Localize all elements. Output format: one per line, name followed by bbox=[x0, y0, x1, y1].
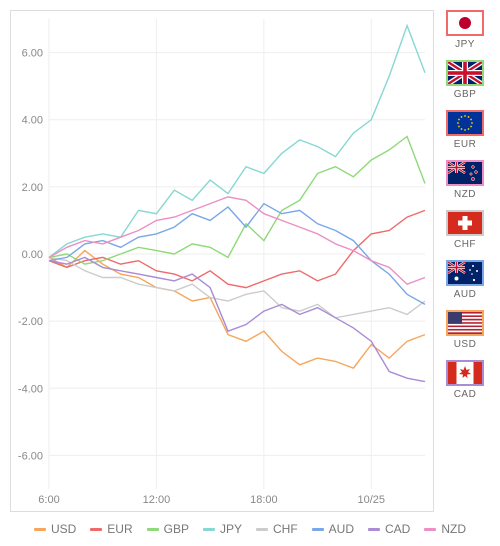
legend-item-gbp[interactable]: GBP bbox=[147, 522, 189, 536]
series-eur bbox=[49, 210, 425, 287]
svg-text:-4.00: -4.00 bbox=[18, 383, 43, 395]
flag-aud-icon bbox=[446, 260, 484, 286]
flag-nzd-icon bbox=[446, 160, 484, 186]
legend-item-aud[interactable]: AUD bbox=[312, 522, 354, 536]
legend-label: JPY bbox=[220, 522, 242, 536]
flag-jpy-icon bbox=[446, 10, 484, 36]
legend-item-jpy[interactable]: JPY bbox=[203, 522, 242, 536]
flag-cad-icon bbox=[446, 360, 484, 386]
legend-swatch-icon bbox=[90, 528, 102, 531]
currency-box-cad[interactable]: CAD bbox=[443, 360, 487, 400]
currency-box-nzd[interactable]: NZD bbox=[443, 160, 487, 200]
currency-label: NZD bbox=[454, 189, 476, 200]
currency-box-chf[interactable]: CHF bbox=[443, 210, 487, 250]
svg-text:6:00: 6:00 bbox=[38, 494, 59, 506]
currency-box-jpy[interactable]: JPY bbox=[443, 10, 487, 50]
currency-box-gbp[interactable]: GBP bbox=[443, 60, 487, 100]
svg-text:2.00: 2.00 bbox=[22, 182, 43, 194]
svg-text:6.00: 6.00 bbox=[22, 48, 43, 60]
flag-gbp-icon bbox=[446, 60, 484, 86]
currency-side-panel: JPY GBP EUR NZD CHF AUD USD CAD bbox=[434, 10, 490, 512]
svg-text:4.00: 4.00 bbox=[22, 115, 43, 127]
legend-item-nzd[interactable]: NZD bbox=[424, 522, 466, 536]
svg-text:18:00: 18:00 bbox=[250, 494, 278, 506]
series-cad bbox=[49, 257, 425, 381]
series-jpy bbox=[49, 26, 425, 258]
chart-legend: USD EUR GBP JPY CHF AUD CAD NZD bbox=[10, 512, 490, 536]
currency-label: GBP bbox=[454, 89, 477, 100]
currency-label: CAD bbox=[454, 389, 477, 400]
legend-swatch-icon bbox=[424, 528, 436, 531]
legend-item-cad[interactable]: CAD bbox=[368, 522, 410, 536]
currency-label: CHF bbox=[454, 239, 476, 250]
flag-usd-icon bbox=[446, 310, 484, 336]
chart-row: -6.00 -4.00 -2.00 0.00 2.00 4.00 6.00 6:00 12:00… bbox=[10, 10, 490, 512]
svg-text:12:00: 12:00 bbox=[143, 494, 171, 506]
currency-label: AUD bbox=[454, 289, 477, 300]
flag-chf-icon bbox=[446, 210, 484, 236]
legend-label: CAD bbox=[385, 522, 410, 536]
legend-swatch-icon bbox=[147, 528, 159, 531]
flag-eur-icon bbox=[446, 110, 484, 136]
legend-label: AUD bbox=[329, 522, 354, 536]
currency-label: USD bbox=[454, 339, 477, 350]
legend-label: USD bbox=[51, 522, 76, 536]
legend-swatch-icon bbox=[312, 528, 324, 531]
legend-item-chf[interactable]: CHF bbox=[256, 522, 298, 536]
legend-swatch-icon bbox=[203, 528, 215, 531]
legend-swatch-icon bbox=[256, 528, 268, 531]
legend-item-usd[interactable]: USD bbox=[34, 522, 76, 536]
svg-text:0.00: 0.00 bbox=[22, 249, 43, 261]
series-chf bbox=[49, 257, 425, 317]
chart-svg: -6.00 -4.00 -2.00 0.00 2.00 4.00 6.00 6:00 12:00… bbox=[11, 11, 433, 511]
currency-box-usd[interactable]: USD bbox=[443, 310, 487, 350]
svg-text:-2.00: -2.00 bbox=[18, 316, 43, 328]
legend-label: GBP bbox=[164, 522, 189, 536]
svg-text:10/25: 10/25 bbox=[358, 494, 386, 506]
legend-swatch-icon bbox=[34, 528, 46, 531]
legend-swatch-icon bbox=[368, 528, 380, 531]
currency-box-aud[interactable]: AUD bbox=[443, 260, 487, 300]
legend-label: EUR bbox=[107, 522, 132, 536]
currency-box-eur[interactable]: EUR bbox=[443, 110, 487, 150]
currency-label: EUR bbox=[454, 139, 477, 150]
series-gbp bbox=[49, 137, 425, 265]
currency-chart-widget: -6.00 -4.00 -2.00 0.00 2.00 4.00 6.00 6:00 12:00… bbox=[0, 0, 500, 546]
svg-text:-6.00: -6.00 bbox=[18, 450, 43, 462]
legend-label: NZD bbox=[441, 522, 466, 536]
legend-item-eur[interactable]: EUR bbox=[90, 522, 132, 536]
chart-plot-area: -6.00 -4.00 -2.00 0.00 2.00 4.00 6.00 6:00 12:00… bbox=[10, 10, 434, 512]
currency-label: JPY bbox=[455, 39, 475, 50]
legend-label: CHF bbox=[273, 522, 298, 536]
